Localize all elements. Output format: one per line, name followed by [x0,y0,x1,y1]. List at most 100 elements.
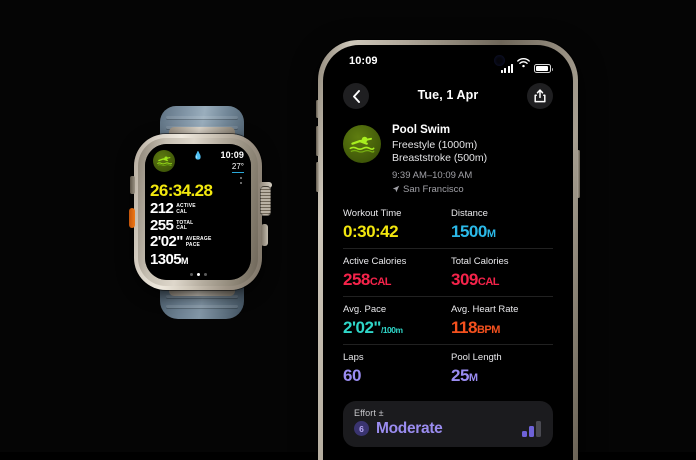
unit-line-2: PACE [185,242,201,249]
watch-page-indicator [145,273,251,276]
swimmer-icon [343,125,381,163]
effort-plusminus-icon: ± [378,407,384,418]
phone-volume-up-button[interactable] [316,126,319,156]
metric-label: Avg. Heart Rate [451,304,519,316]
value-subunit: /100m [380,325,403,336]
watch-temperature: 27° [231,162,244,173]
workout-stroke-1: Freestyle (1000m) [392,138,478,151]
metric-avg-heart-rate: Avg. Heart Rate 118BPM [445,304,553,338]
watch-speaker [130,176,135,194]
workout-title: Pool Swim [392,124,451,136]
metric-total-calories: Total Calories 309CAL [445,256,553,290]
watch-total-cal-unit: TOTAL CAL [176,220,193,233]
metric-value: 258CAL [343,270,445,290]
metric-distance: Distance 1500M [445,208,553,242]
metric-value: 1500M [451,222,553,242]
metric-avg-pace: Avg. Pace 2'02"/100m [343,304,445,338]
watch-digital-crown[interactable] [260,186,271,216]
watch-case: 💧 10:09 27° 26:34.28 212 ACTIVE CAL [129,134,272,290]
watch-active-cal-unit: ACTIVE CAL [176,202,196,216]
share-icon [534,89,546,103]
value-number: 25 [451,366,469,386]
iphone: 10:09 [316,40,580,460]
watch-crown-cap [259,182,272,188]
effort-score-badge: 6 [354,421,369,437]
metric-workout-time: Workout Time 0:30:42 [343,208,445,242]
unit-line-1: ACTIVE [176,202,196,209]
value-unit: BPM [476,324,500,337]
metric-value: 60 [343,366,445,386]
metric-label: Total Calories [451,256,509,268]
unit-line-1: AVERAGE [185,236,212,243]
watch-status-bar: 💧 10:09 27° [153,150,244,184]
metric-label: Workout Time [343,207,402,219]
value-unit: M [468,372,478,385]
watch-active-calories: 212 ACTIVE CAL [150,201,247,217]
value-number: 118 [451,318,477,338]
watch-distance-value: 1305 [150,251,182,269]
watch-distance: 1305M [150,251,247,268]
location-arrow-icon [392,185,400,193]
watch-average-pace: 2'02" AVERAGE PACE [150,234,247,250]
value-number: 60 [343,366,361,386]
page-title: Tue, 1 Apr [417,88,479,102]
effort-value: Moderate [376,419,443,437]
value-unit: M [486,227,496,240]
wifi-icon [517,55,530,73]
watch-total-calories: 255 TOTAL CAL [150,216,247,234]
value-number: 1500 [451,221,487,241]
cellular-bars-icon [500,63,513,73]
share-button[interactable] [527,83,553,109]
watch-indicator-dots [240,177,242,187]
value-number: 309 [451,269,478,289]
phone-power-button[interactable] [577,150,580,198]
watch-metrics: 26:34.28 212 ACTIVE CAL 255 TOTAL CAL [150,182,247,268]
effort-card[interactable]: Effort ± 6 Moderate [343,400,553,447]
effort-bars-icon [522,420,541,437]
value-unit: CAL [369,275,392,288]
unit-line-2: CAL [176,208,188,215]
metric-label: Distance [451,207,488,219]
metric-value: 118BPM [451,318,553,338]
watch-time: 10:09 [220,150,244,160]
watch-side-button[interactable] [261,224,268,246]
navigation-bar: Tue, 1 Apr [323,83,573,117]
apple-watch-ultra: 💧 10:09 27° 26:34.28 212 ACTIVE CAL [118,106,286,319]
value-number: 2'02" [343,318,381,338]
phone-action-button[interactable] [316,100,319,118]
workout-time-range: 9:39 AM–10:09 AM [392,170,473,182]
watch-pace-value: 2'02" [150,233,183,251]
unit-line-2: CAL [176,225,188,232]
front-camera [494,55,505,66]
back-button[interactable] [343,83,369,109]
dynamic-island [412,51,484,71]
water-drop-icon: 💧 [193,151,203,160]
workout-detail-content: Pool Swim Freestyle (1000m) Breaststroke… [323,123,573,460]
metric-value: 309CAL [451,270,553,290]
watch-total-cal-value: 255 [150,216,174,234]
swimmer-icon [153,150,175,172]
effort-label: Effort ± [354,408,542,418]
metric-value: 2'02"/100m [343,318,445,338]
watch-screen[interactable]: 💧 10:09 27° 26:34.28 212 ACTIVE CAL [145,144,251,280]
metric-label: Laps [343,352,364,364]
metric-active-calories: Active Calories 258CAL [343,256,445,290]
watch-pace-unit: AVERAGE PACE [186,237,212,249]
value-unit: CAL [477,275,500,288]
metric-value: 25M [451,366,553,386]
watch-elapsed-time: 26:34.28 [150,181,213,200]
status-bar: 10:09 [323,45,573,79]
metric-row: Workout Time 0:30:42 Distance 1500M [343,205,553,248]
metric-label: Avg. Pace [343,304,387,316]
watch-action-button[interactable] [129,208,135,228]
effort-label-text: Effort [354,407,376,418]
metrics-grid: Workout Time 0:30:42 Distance 1500M [343,205,553,393]
metric-row: Active Calories 258CAL Total Calories 30… [343,248,553,296]
workout-stroke-2: Breaststroke (500m) [392,152,488,165]
workout-header: Pool Swim Freestyle (1000m) Breaststroke… [343,123,553,196]
phone-screen[interactable]: 10:09 [323,45,573,460]
value-number: 0:30:42 [343,221,399,241]
phone-volume-down-button[interactable] [316,162,319,192]
chevron-left-icon [352,89,360,103]
